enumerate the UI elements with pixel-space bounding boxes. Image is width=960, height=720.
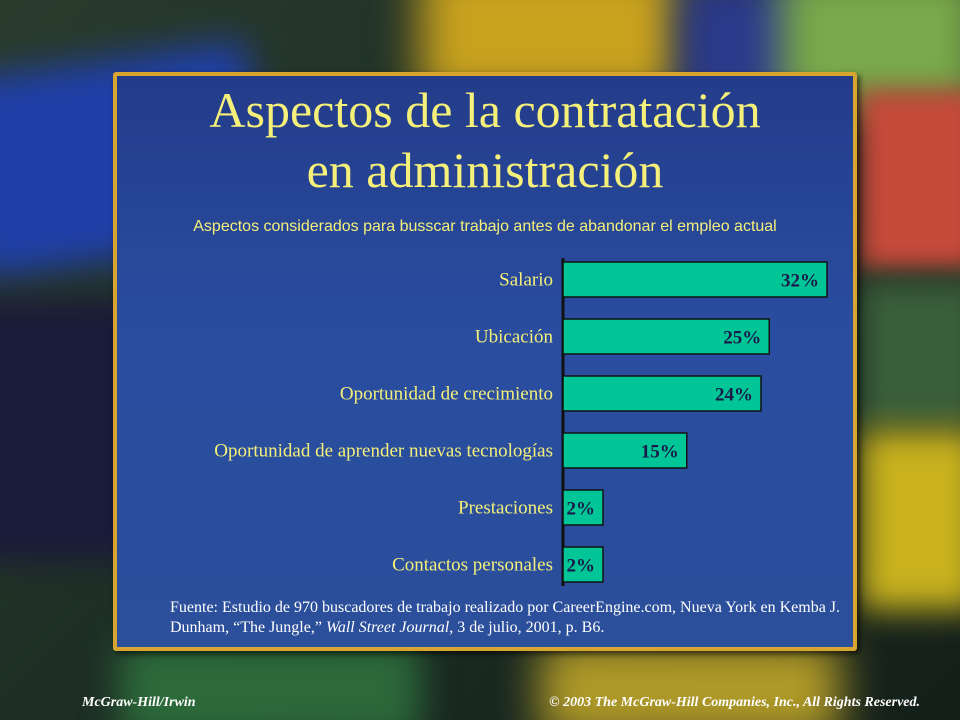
- category-label-0: Salario: [499, 270, 553, 291]
- bar-value-label-4: 2%: [567, 499, 596, 520]
- chart-subtitle: Aspectos considerados para busscar traba…: [193, 218, 777, 235]
- category-label-4: Prestaciones: [458, 498, 553, 519]
- category-label-1: Ubicación: [475, 327, 554, 348]
- bar-value-label-1: 25%: [723, 328, 761, 349]
- content-panel: [113, 72, 857, 651]
- bar-value-label-2: 24%: [715, 385, 753, 406]
- bar-value-label-0: 32%: [781, 271, 819, 292]
- bar-value-label-3: 15%: [641, 442, 679, 463]
- category-label-2: Oportunidad de crecimiento: [340, 384, 553, 405]
- bar-2: [562, 375, 762, 412]
- bar-value-label-5: 2%: [567, 556, 596, 577]
- bar-4: [562, 489, 604, 526]
- bar-0: [562, 261, 828, 298]
- source-journal: Wall Street Journal: [325, 619, 450, 636]
- category-label-3: Oportunidad de aprender nuevas tecnologí…: [214, 441, 553, 462]
- bar-5: [562, 546, 604, 583]
- source-text-2: , 3 de julio, 2001, p. B6.: [449, 619, 605, 636]
- source-text-1: Fuente: Estudio de 970 buscadores de tra…: [170, 599, 841, 636]
- title-line-1: Aspectos de la contratación: [209, 82, 761, 138]
- footer-publisher: McGraw-Hill/Irwin: [82, 695, 196, 710]
- title-line-2: en administración: [306, 142, 664, 198]
- bar-1: [562, 318, 770, 355]
- category-label-5: Contactos personales: [392, 555, 553, 576]
- slide-title: Aspectos de la contratación en administr…: [113, 80, 857, 200]
- footer-copyright: © 2003 The McGraw-Hill Companies, Inc., …: [549, 695, 920, 710]
- bar-3: [562, 432, 688, 469]
- source-note: Fuente: Estudio de 970 buscadores de tra…: [170, 598, 850, 638]
